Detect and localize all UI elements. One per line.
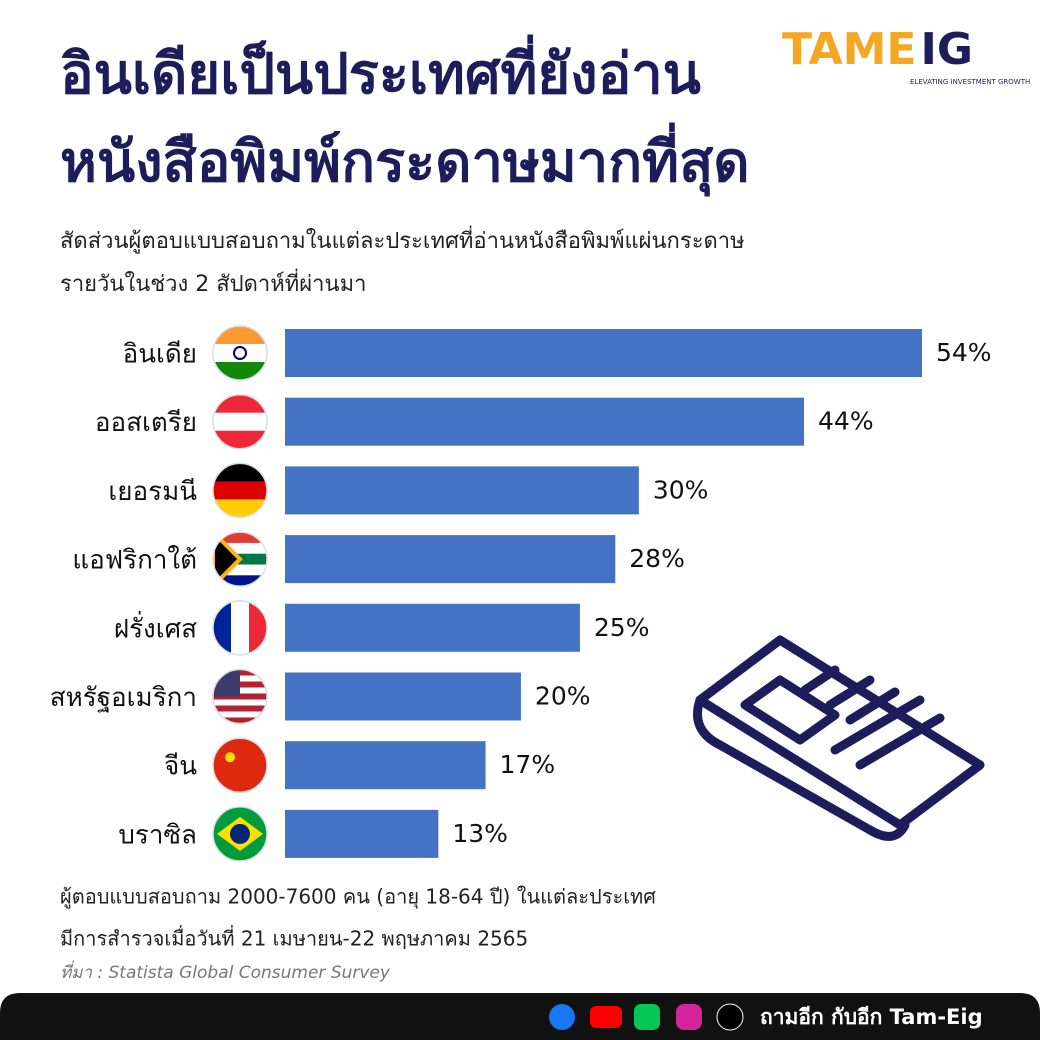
logo-text: TAMEIG bbox=[782, 24, 973, 75]
flag bbox=[213, 600, 267, 655]
flag-stripe bbox=[213, 705, 267, 712]
bar bbox=[285, 466, 639, 515]
flag-rim bbox=[212, 462, 268, 519]
paper-photo bbox=[740, 675, 840, 745]
footer-bar bbox=[0, 993, 1040, 1040]
instagram-icon[interactable] bbox=[676, 1004, 702, 1030]
bar bbox=[285, 329, 922, 377]
flag-rim bbox=[212, 806, 268, 862]
flag-stripe bbox=[213, 711, 267, 718]
flag-rim bbox=[212, 668, 268, 725]
chart-subtitle: สัดส่วนผู้ตอบแบบสอบถามในแต่ละประเทศที่อ่… bbox=[60, 225, 745, 254]
flag-rim bbox=[212, 325, 268, 381]
value-label: 20% bbox=[535, 682, 591, 711]
value-label: 44% bbox=[818, 407, 874, 436]
flag bbox=[213, 532, 267, 587]
category-label: ฝรั่งเศส bbox=[114, 610, 197, 644]
flag-field bbox=[213, 738, 267, 793]
logo-tagline: ELEVATING INVESTMENT GROWTH bbox=[910, 78, 1030, 86]
line-icon[interactable] bbox=[634, 1004, 660, 1030]
flag bbox=[213, 326, 267, 380]
flag-stripe bbox=[249, 600, 267, 655]
flag-stripe bbox=[213, 344, 267, 363]
flag bbox=[213, 394, 267, 449]
footer-text: ถามอีก กับอีก Tam-Eig bbox=[760, 1005, 983, 1029]
logo-right: IG bbox=[921, 24, 974, 75]
paper-fold bbox=[693, 695, 910, 841]
flag bbox=[213, 738, 267, 793]
category-label: อินเดีย bbox=[123, 340, 197, 370]
flag-stripe bbox=[213, 600, 232, 655]
flag-globe bbox=[230, 823, 250, 844]
value-label: 28% bbox=[629, 544, 685, 573]
flag-rim bbox=[212, 737, 268, 793]
flag-stripe bbox=[213, 481, 267, 500]
bar bbox=[285, 603, 580, 652]
category-label: จีน bbox=[164, 752, 197, 782]
bar bbox=[285, 809, 439, 858]
note: ผู้ตอบแบบสอบถาม 2000-7600 คน (อายุ 18-64… bbox=[60, 885, 656, 910]
newspaper-icon bbox=[693, 635, 985, 841]
flag-stripe bbox=[213, 693, 267, 700]
tiktok-icon[interactable] bbox=[716, 1003, 744, 1031]
value-label: 17% bbox=[500, 750, 556, 779]
note: มีการสำรวจเมื่อวันที่ 21 เมษายน-22 พฤษภา… bbox=[60, 925, 528, 951]
flag-stripe bbox=[213, 394, 267, 414]
value-label: 13% bbox=[452, 819, 508, 848]
paper bbox=[695, 635, 985, 830]
bar bbox=[285, 397, 805, 446]
youtube-icon[interactable] bbox=[590, 1006, 622, 1028]
flag-stripe bbox=[213, 463, 267, 482]
flag-stripe bbox=[213, 499, 267, 518]
flag-stripe bbox=[213, 362, 267, 380]
paper-lines bbox=[800, 665, 945, 770]
flag-emblem bbox=[233, 346, 247, 360]
flag-stripe bbox=[213, 326, 267, 345]
source: ที่มา : Statista Global Consumer Survey bbox=[60, 960, 391, 983]
category-label: สหรัฐอเมริกา bbox=[50, 683, 197, 713]
social-icons bbox=[549, 1003, 744, 1031]
flag-stripe bbox=[213, 532, 267, 544]
facebook-icon[interactable] bbox=[549, 1004, 575, 1030]
chart-title: อินเดียเป็นประเทศที่ยังอ่าน bbox=[60, 34, 701, 107]
value-label: 54% bbox=[936, 338, 992, 367]
logo: TAMEIG ELEVATING INVESTMENT GROWTH bbox=[782, 24, 1030, 86]
flag-stripe bbox=[213, 564, 267, 576]
flag-stripe bbox=[213, 575, 267, 587]
flag-rim bbox=[212, 600, 268, 656]
flag-stripe bbox=[213, 717, 267, 724]
flag-triangle bbox=[213, 532, 243, 587]
flag-star bbox=[225, 752, 235, 763]
value-label: 30% bbox=[653, 475, 709, 504]
category-label: ออสเตรีย bbox=[95, 408, 197, 438]
flag-stripe bbox=[213, 542, 267, 555]
chart-subtitle: รายวันในช่วง 2 สัปดาห์ที่ผ่านมา bbox=[60, 268, 366, 297]
bar bbox=[285, 672, 521, 721]
flag-stripe bbox=[231, 600, 250, 655]
flag-stripe bbox=[213, 699, 267, 706]
flag bbox=[213, 806, 267, 861]
category-label: เยอรมนี bbox=[108, 477, 197, 507]
flag-stripe bbox=[213, 412, 267, 432]
value-label: 25% bbox=[594, 613, 650, 642]
logo-left: TAME bbox=[782, 24, 917, 75]
flag-rim bbox=[212, 393, 268, 450]
category-label: แอฟริกาใต้ bbox=[72, 546, 197, 576]
flag bbox=[213, 463, 267, 518]
flag bbox=[213, 669, 267, 724]
flag-rim bbox=[212, 531, 268, 587]
flag-stripe bbox=[213, 430, 267, 449]
bar bbox=[285, 741, 486, 790]
category-label: บราซิล bbox=[118, 820, 197, 850]
bar bbox=[285, 535, 616, 584]
chart-title: หนังสือพิมพ์กระดาษมากที่สุด bbox=[60, 122, 750, 197]
